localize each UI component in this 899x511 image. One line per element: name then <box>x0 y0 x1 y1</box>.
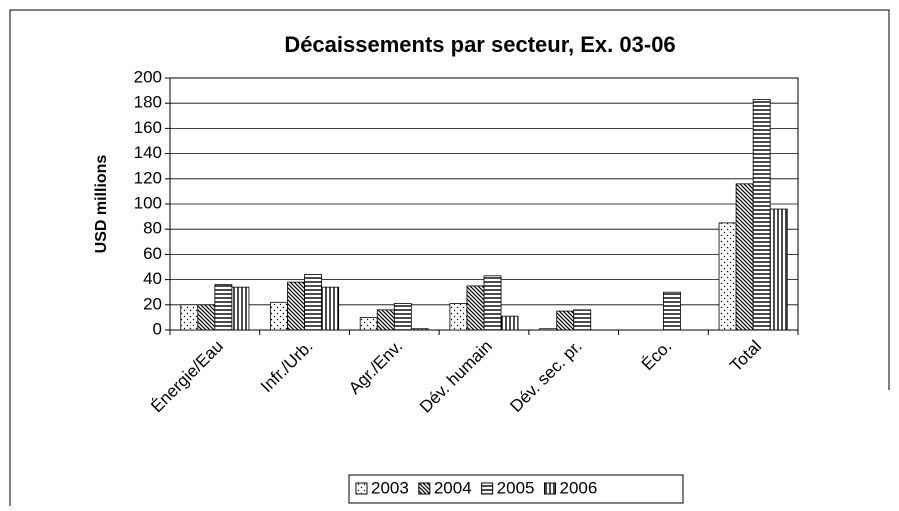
legend-swatch <box>418 482 431 495</box>
bar <box>231 286 250 331</box>
bar <box>556 310 575 331</box>
x-tick-label: Énergie/Eau <box>147 337 227 417</box>
x-tick-label: Agr./Env. <box>345 337 406 398</box>
bar <box>321 286 340 331</box>
x-tick-label: Infr./Urb. <box>257 337 317 397</box>
bar <box>180 304 199 331</box>
x-tick-label: Dév. sec. pr. <box>506 337 585 416</box>
bar <box>304 274 323 331</box>
chart-frame <box>9 9 890 506</box>
legend-label: 2004 <box>434 478 472 497</box>
bar <box>752 99 771 331</box>
bar <box>769 208 788 331</box>
y-axis-label: USD millions <box>93 155 110 254</box>
legend-swatch <box>481 482 494 495</box>
y-tick-label: 80 <box>143 219 162 238</box>
chart-title: Décaissements par secteur, Ex. 03-06 <box>284 32 675 57</box>
y-tick-label: 0 <box>153 319 162 338</box>
bar <box>449 303 468 331</box>
bar <box>718 222 737 331</box>
bar <box>466 285 485 331</box>
x-tick-label: Éco. <box>638 337 675 374</box>
bar <box>539 328 558 331</box>
y-tick-label: 200 <box>134 67 162 86</box>
y-tick-label: 40 <box>143 269 162 288</box>
bar <box>573 309 592 331</box>
legend-swatch <box>355 482 368 495</box>
bar <box>410 328 429 331</box>
legend-label: 2003 <box>371 478 409 497</box>
bar <box>287 281 305 331</box>
bar <box>393 303 412 331</box>
bar <box>359 316 378 331</box>
y-tick-label: 160 <box>134 118 162 137</box>
x-tick-label: Total <box>726 337 765 376</box>
bar <box>735 183 754 331</box>
y-tick-label: 140 <box>134 143 162 162</box>
bar <box>270 301 288 331</box>
y-tick-label: 180 <box>134 93 162 112</box>
legend-box <box>348 474 684 504</box>
y-tick-label: 100 <box>134 193 162 212</box>
bar <box>214 284 233 331</box>
bar <box>483 275 502 331</box>
bar <box>663 291 681 331</box>
bar <box>500 315 519 331</box>
y-tick-label: 120 <box>134 168 162 187</box>
y-tick-label: 20 <box>143 294 162 313</box>
y-tick-label: 60 <box>143 244 162 263</box>
legend-swatch <box>543 482 556 495</box>
x-tick-label: Dév. humain <box>416 337 496 417</box>
bar <box>197 304 216 331</box>
bar <box>376 309 395 331</box>
legend-label: 2005 <box>497 478 535 497</box>
legend-label: 2006 <box>559 478 597 497</box>
